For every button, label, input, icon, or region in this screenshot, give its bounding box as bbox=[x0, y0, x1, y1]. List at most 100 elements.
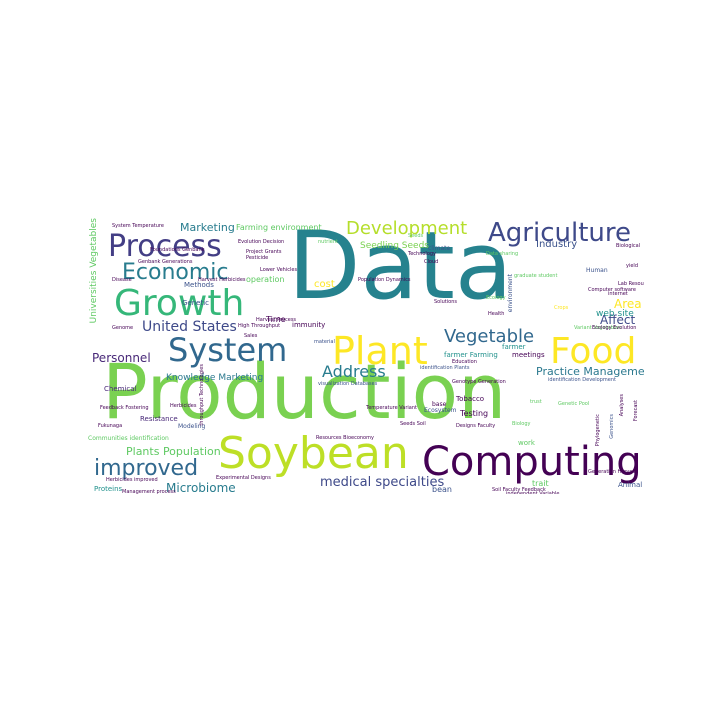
word-harvest-herbicides: Harvest Herbicides bbox=[198, 277, 246, 283]
word-data-sharing: Data sharing bbox=[486, 251, 519, 257]
word-computer-software: Computer software bbox=[588, 287, 636, 293]
word-knowledge-marketing: Knowledge Marketing bbox=[166, 373, 264, 383]
word-soil-faculty-feedback: Soil Faculty Feedback bbox=[492, 487, 546, 493]
word-modeling: Modeling bbox=[178, 423, 206, 430]
word-pesticide: Pesticide bbox=[246, 255, 269, 261]
word-trust: trust bbox=[530, 399, 542, 405]
word-evolution-decision: Evolution Decision bbox=[238, 239, 285, 245]
word-environment: environment bbox=[507, 274, 514, 313]
word-ecology: Ecology bbox=[486, 295, 506, 301]
word-ecology-evolution: Ecology Evolution bbox=[592, 325, 637, 331]
word-seeds: Seeds bbox=[408, 233, 424, 239]
word-high-throughput: High Throughput bbox=[238, 323, 281, 329]
word-material: material bbox=[314, 339, 335, 345]
word-economic: Economic bbox=[122, 260, 229, 285]
word-biology: Biology bbox=[512, 421, 531, 427]
word-time: Time bbox=[266, 315, 286, 324]
word-soybean: Soybean bbox=[218, 428, 409, 479]
word-human: Human bbox=[586, 267, 608, 274]
word-seedling-seeds: Seedling Seeds bbox=[360, 241, 429, 251]
word-process: Process bbox=[108, 229, 222, 264]
word-base: base bbox=[432, 401, 447, 408]
word-immunity: immunity bbox=[292, 321, 326, 329]
word-vegetable: Vegetable bbox=[444, 326, 535, 347]
word-trait: trait bbox=[532, 479, 549, 488]
word-methods: Methods bbox=[184, 281, 214, 289]
word-personnel: Personnel bbox=[92, 351, 151, 365]
word-resistance: Resistance bbox=[140, 415, 178, 423]
word-industry: Industry bbox=[536, 239, 578, 250]
word-cloud: Cloud bbox=[424, 259, 439, 265]
word-affect: Affect bbox=[600, 313, 636, 327]
word-independent-variable: independent Variable bbox=[506, 491, 560, 495]
word-phylogenetic: Phylogenetic bbox=[595, 414, 601, 447]
word-data: Data bbox=[288, 214, 513, 321]
word-farmer-farming: farmer Farming bbox=[444, 351, 498, 359]
word-fukunaga: Fukunaga bbox=[98, 423, 123, 429]
word-identification-plants: identification Plants bbox=[420, 365, 470, 371]
word-population-dynamics: Population Dynamics bbox=[358, 277, 411, 283]
word-work: work bbox=[518, 439, 535, 447]
word-plant: Plant bbox=[332, 329, 428, 373]
word-production: Production bbox=[102, 347, 507, 436]
word-crops: Crops bbox=[554, 305, 569, 311]
word-technology: Technology bbox=[408, 251, 437, 257]
word-medical-specialties: medical specialties bbox=[320, 475, 445, 490]
word-yield: yield bbox=[626, 263, 638, 269]
word-farming-environment: Farming environment bbox=[236, 223, 322, 232]
word-seeds-soil: Seeds Soil bbox=[400, 421, 426, 427]
word-visualization-databases: visualization Databases bbox=[318, 381, 378, 387]
word-experimental-designs: Experimental Designs bbox=[216, 475, 271, 481]
word-project-grants: Project Grants bbox=[246, 249, 282, 255]
word-genome: Genome bbox=[112, 325, 134, 331]
word-agriculture: Agriculture bbox=[488, 218, 631, 248]
word-bean: bean bbox=[432, 485, 452, 494]
word-health: Health bbox=[488, 311, 505, 317]
word-sales: Sales bbox=[244, 333, 258, 339]
word-operation: operation bbox=[246, 275, 285, 284]
word-herbicides: Herbicides bbox=[170, 403, 197, 409]
word-genetic: Genetic bbox=[182, 299, 210, 307]
word-analyses: Analyses bbox=[619, 394, 625, 417]
word-climate: climate bbox=[428, 245, 451, 252]
word-lab-resource: Lab Resource bbox=[618, 281, 644, 287]
word-system: System bbox=[168, 331, 288, 369]
word-meetings: meetings bbox=[512, 351, 545, 359]
word-plants-population: Plants Population bbox=[126, 445, 221, 458]
word-biological: Biological bbox=[616, 243, 641, 249]
word-variant-vegetables: Variant Vegetables bbox=[574, 325, 621, 331]
word-throughput-technologies: throughput Technologies bbox=[199, 364, 205, 426]
word-genotype-generation: Genotype Generation bbox=[452, 379, 506, 385]
word-universities-vegetables: Universities Vegetables bbox=[89, 218, 99, 324]
word-herbicides-improved: Herbicides improved bbox=[106, 477, 158, 483]
word-web-site: web site bbox=[596, 309, 634, 319]
word-genomics: Genomics bbox=[609, 414, 615, 439]
word-marketing: Marketing bbox=[180, 221, 235, 234]
word-animal: Animal bbox=[618, 481, 643, 489]
word-proteins: Proteins bbox=[94, 485, 123, 493]
word-tobacco: Tobacco bbox=[456, 395, 485, 403]
word-education: Education bbox=[452, 359, 477, 365]
word-management-process: Management process bbox=[122, 489, 176, 495]
word-harvest-process: Harvest Process bbox=[256, 317, 297, 323]
word-microbiome: Microbiome bbox=[166, 481, 236, 494]
word-food: Food bbox=[550, 331, 637, 372]
word-address: Address bbox=[322, 362, 386, 381]
word-growth: Growth bbox=[114, 283, 245, 324]
word-identification-development: identification Development bbox=[548, 377, 616, 383]
word-development: Development bbox=[346, 218, 468, 239]
word-system-temperature: System Temperature bbox=[112, 223, 164, 229]
word-testing: Testing bbox=[460, 409, 489, 418]
word-foundations-genbank: Foundations Genbank bbox=[150, 247, 205, 253]
word-communities-identification: Communities identification bbox=[88, 435, 169, 442]
word-designs-faculty: Designs Faculty bbox=[456, 423, 496, 429]
word-disease: Disease bbox=[112, 277, 132, 283]
word-united-states: United States bbox=[142, 319, 237, 335]
word-cloud: Data Production Computing Soybean Plant … bbox=[88, 214, 644, 494]
word-nutrient: nutrient bbox=[318, 239, 338, 245]
word-computing: Computing bbox=[422, 439, 642, 485]
word-practice-management: Practice Management bbox=[536, 365, 644, 378]
word-ecosystem: Ecosystem bbox=[424, 407, 457, 414]
word-improved: improved bbox=[94, 456, 199, 481]
word-graduate-student: graduate student bbox=[514, 273, 558, 279]
